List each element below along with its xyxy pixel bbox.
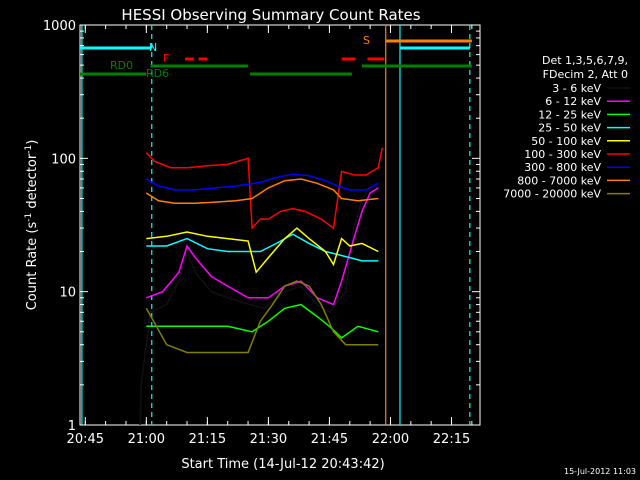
series-line-1 [146,187,379,306]
x-tick-label-3: 21:30 [250,432,287,447]
flag-label-rd6: RD6 [146,67,169,80]
chart-title: HESSI Observing Summary Count Rates [121,6,420,24]
legend-label-2: 12 - 25 keV [538,108,601,121]
y-axis-label: Count Rate (s-1 detector-1) [24,140,40,311]
series-line-4 [146,227,379,274]
legend-label-4: 50 - 100 keV [531,135,601,148]
y-axis-label-sup2: -1 [24,145,34,154]
x-axis-label: Start Time (14-Jul-12 20:43:42) [181,457,384,472]
legend-label-7: 800 - 7000 keV [517,174,601,187]
series-line-0 [139,182,379,426]
axis-ticks: 20:45 21:00 21:15 21:30 21:45 22:00 22:15 1 10 10… [43,19,480,447]
x-tick-label-6: 22:15 [433,432,470,447]
y-axis-label-middle: detector [25,153,40,213]
flag-bars: NF S RD0 RD6 [80,34,472,80]
y-tick-label-2: 100 [51,152,76,167]
series-line-7 [145,178,379,205]
x-tick-label-2: 21:15 [189,432,226,447]
flag-label-rd0: RD0 [110,59,133,72]
x-tick-label-0: 20:45 [67,432,104,447]
y-axis-label-suffix: ) [25,140,40,145]
legend-header-0: Det 1,3,5,6,7,9, [542,54,628,67]
series-line-8 [145,280,379,354]
flag-label-n: N [149,41,157,54]
legend-header-1: FDecim 2, Att 0 [543,68,628,81]
flag-label-f: F [163,52,169,65]
footer-date: 15-Jul-2012 11:03 [564,467,636,476]
legend-label-0: 3 - 6 keV [552,82,601,95]
legend-label-1: 6 - 12 keV [545,95,601,108]
plot-frame [79,24,481,426]
y-axis-label-prefix: Count Rate (s [25,222,40,311]
series-layer [139,147,384,426]
x-tick-label-1: 21:00 [128,432,165,447]
vertical-markers [81,25,471,425]
y-axis-label-sup1: -1 [24,213,34,222]
legend-label-8: 7000 - 20000 keV [503,188,601,201]
flag-label-s: S [363,34,370,47]
legend-label-3: 25 - 50 keV [538,122,601,135]
legend-label-5: 100 - 300 keV [524,148,601,161]
series-line-3 [146,233,379,262]
x-tick-label-4: 21:45 [311,432,348,447]
y-tick-label-1: 10 [59,286,76,301]
x-tick-label-5: 22:00 [372,432,409,447]
legend: Det 1,3,5,6,7,9,FDecim 2, Att 03 - 6 keV… [503,54,630,201]
legend-label-6: 300 - 800 keV [524,161,601,174]
series-line-2 [146,303,379,339]
series-line-5 [145,147,384,230]
y-tick-label-0: 1 [68,419,76,434]
series-line-6 [145,173,379,191]
y-tick-label-3: 1000 [43,19,76,34]
